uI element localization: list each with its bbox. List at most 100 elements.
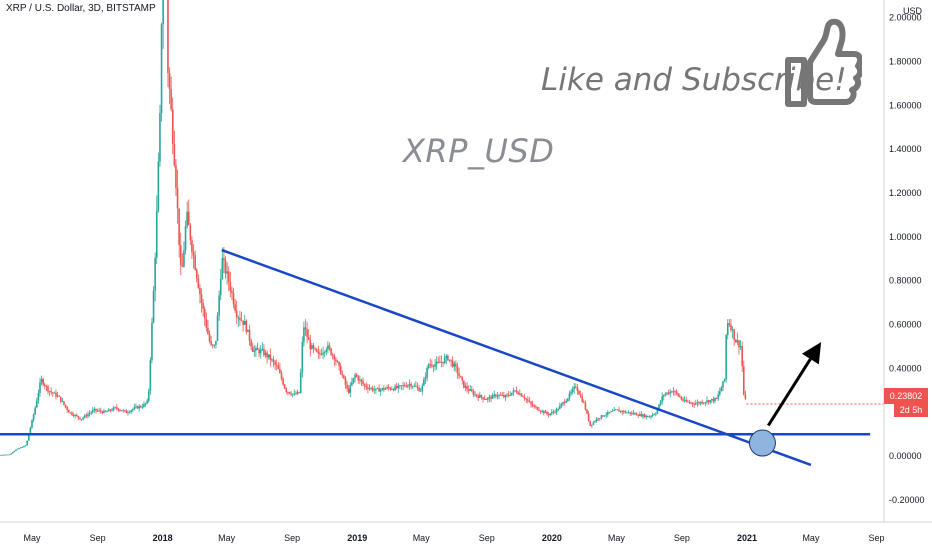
candle-body	[338, 362, 340, 366]
candle-body	[611, 410, 614, 412]
candle-body	[706, 400, 708, 403]
candle-body	[434, 364, 436, 367]
candle-body	[15, 449, 17, 451]
candle-body	[696, 402, 699, 404]
candle-body	[672, 391, 675, 393]
candle-body	[37, 392, 40, 401]
candle-body	[58, 395, 60, 397]
candle-body	[189, 224, 192, 241]
candle-body	[431, 364, 433, 367]
time-tick-label: Sep	[90, 533, 106, 543]
time-tick-label: 2018	[153, 533, 173, 543]
candle-body	[423, 379, 425, 386]
candle-body	[115, 407, 118, 409]
candle-body	[685, 399, 687, 402]
candle-body	[456, 366, 459, 374]
candle-body	[682, 399, 684, 401]
candle-body	[392, 389, 395, 391]
candle-body	[237, 317, 240, 319]
candle-body	[607, 412, 609, 415]
candle-body	[578, 391, 580, 395]
candles	[0, 0, 747, 456]
candle-body	[678, 395, 681, 398]
candle-body	[675, 391, 678, 394]
candle-body	[416, 386, 419, 388]
candle-body	[35, 400, 38, 408]
candle-body	[461, 377, 464, 381]
time-tick-label: 2019	[347, 533, 367, 543]
candle-body	[658, 404, 660, 410]
candle-body	[605, 414, 608, 416]
candle-body	[715, 398, 718, 399]
candle-body	[306, 329, 308, 338]
candle-body	[256, 348, 259, 350]
candle-body	[362, 381, 364, 385]
candle-body	[200, 294, 203, 304]
candle-body	[506, 394, 508, 396]
candle-body	[445, 355, 448, 359]
bar-countdown-tag: 2d 5h	[894, 403, 928, 417]
candle-body	[10, 453, 12, 455]
price-tick-label: 0.40000	[889, 363, 922, 373]
candle-body	[111, 410, 113, 412]
candle-body	[330, 348, 332, 355]
candle-body	[283, 384, 286, 389]
candle-body	[538, 409, 540, 411]
candle-body	[391, 389, 393, 391]
candle-body	[368, 388, 371, 390]
candle-body	[339, 365, 342, 375]
candle-body	[0, 454, 1, 456]
candle-body	[144, 403, 147, 405]
candle-body	[146, 400, 148, 404]
candle-body	[51, 392, 54, 394]
candle-body	[83, 415, 86, 418]
candle-body	[547, 413, 550, 416]
promo-text: Like and Subscribe!	[541, 62, 847, 98]
candle-body	[98, 410, 100, 412]
candle-body	[341, 374, 344, 376]
candle-body	[421, 385, 424, 392]
candle-body	[686, 401, 689, 403]
candle-body	[487, 398, 489, 400]
time-axis[interactable]: May Sep 2018 May Sep 2019 May Sep 2020 May Sep 2021…	[0, 521, 932, 543]
candle-body	[683, 399, 686, 401]
candle-body	[67, 410, 70, 413]
candle-body	[272, 359, 275, 362]
candle-body	[736, 340, 739, 343]
candle-body	[88, 413, 91, 415]
candle-body	[263, 348, 265, 356]
candle-body	[411, 386, 414, 388]
candle-body	[493, 394, 496, 396]
candle-body	[168, 73, 171, 90]
candle-body	[718, 391, 721, 395]
candle-body	[474, 394, 476, 396]
candle-body	[528, 400, 531, 402]
candle-body	[519, 393, 521, 395]
candle-body	[570, 392, 572, 394]
candle-body	[557, 409, 560, 410]
candle-body	[75, 415, 78, 417]
candle-body	[591, 424, 593, 426]
candle-body	[21, 447, 24, 448]
candle-body	[239, 317, 241, 320]
candle-body	[618, 409, 620, 412]
axis-unit-label[interactable]: USD	[902, 6, 922, 16]
candle-body	[407, 385, 409, 387]
candle-body	[275, 364, 278, 366]
candle-body	[43, 384, 46, 387]
candle-body	[733, 329, 735, 340]
candle-body	[175, 165, 177, 188]
candle-body	[589, 420, 592, 426]
candle-body	[463, 380, 465, 388]
candle-body	[734, 339, 737, 343]
candle-body	[211, 344, 214, 346]
candle-body	[331, 354, 334, 356]
candle-body	[154, 257, 156, 291]
candle-body	[442, 361, 444, 364]
price-axis[interactable]: 2.00000 1.80000 1.60000 1.40000 1.20000 1.000…	[883, 0, 925, 522]
candle-body	[333, 355, 336, 360]
candle-body	[47, 386, 49, 392]
thumbs-up-icon	[785, 18, 862, 107]
candle-body	[328, 345, 331, 349]
